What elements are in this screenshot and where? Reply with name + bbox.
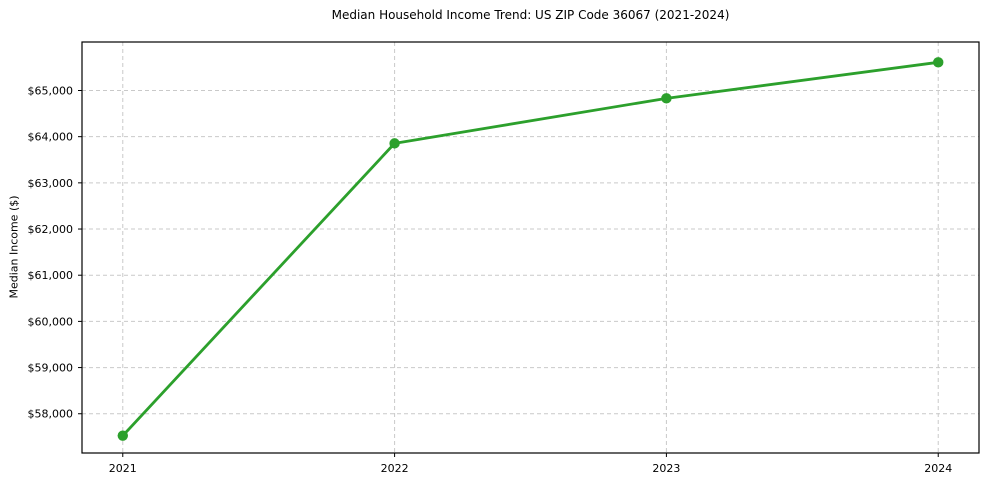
y-tick-label: $61,000 — [28, 269, 74, 282]
y-tick-label: $58,000 — [28, 408, 74, 421]
data-point-2021 — [117, 430, 128, 441]
y-tick-label: $62,000 — [28, 223, 74, 236]
data-point-2023 — [661, 93, 672, 104]
x-tick-label: 2024 — [924, 462, 952, 475]
chart-title: Median Household Income Trend: US ZIP Co… — [331, 8, 730, 22]
x-tick-label: 2021 — [109, 462, 137, 475]
data-point-2022 — [389, 138, 400, 149]
y-tick-label: $63,000 — [28, 177, 74, 190]
y-tick-label: $59,000 — [28, 362, 74, 375]
y-tick-label: $60,000 — [28, 315, 74, 328]
y-tick-label: $64,000 — [28, 131, 74, 144]
plot-border — [81, 41, 980, 454]
trend-line — [121, 60, 940, 438]
y-tick-label: $65,000 — [28, 84, 74, 97]
data-point-2024 — [933, 57, 944, 68]
x-tick-label: 2023 — [652, 462, 680, 475]
x-tick-label: 2022 — [381, 462, 409, 475]
